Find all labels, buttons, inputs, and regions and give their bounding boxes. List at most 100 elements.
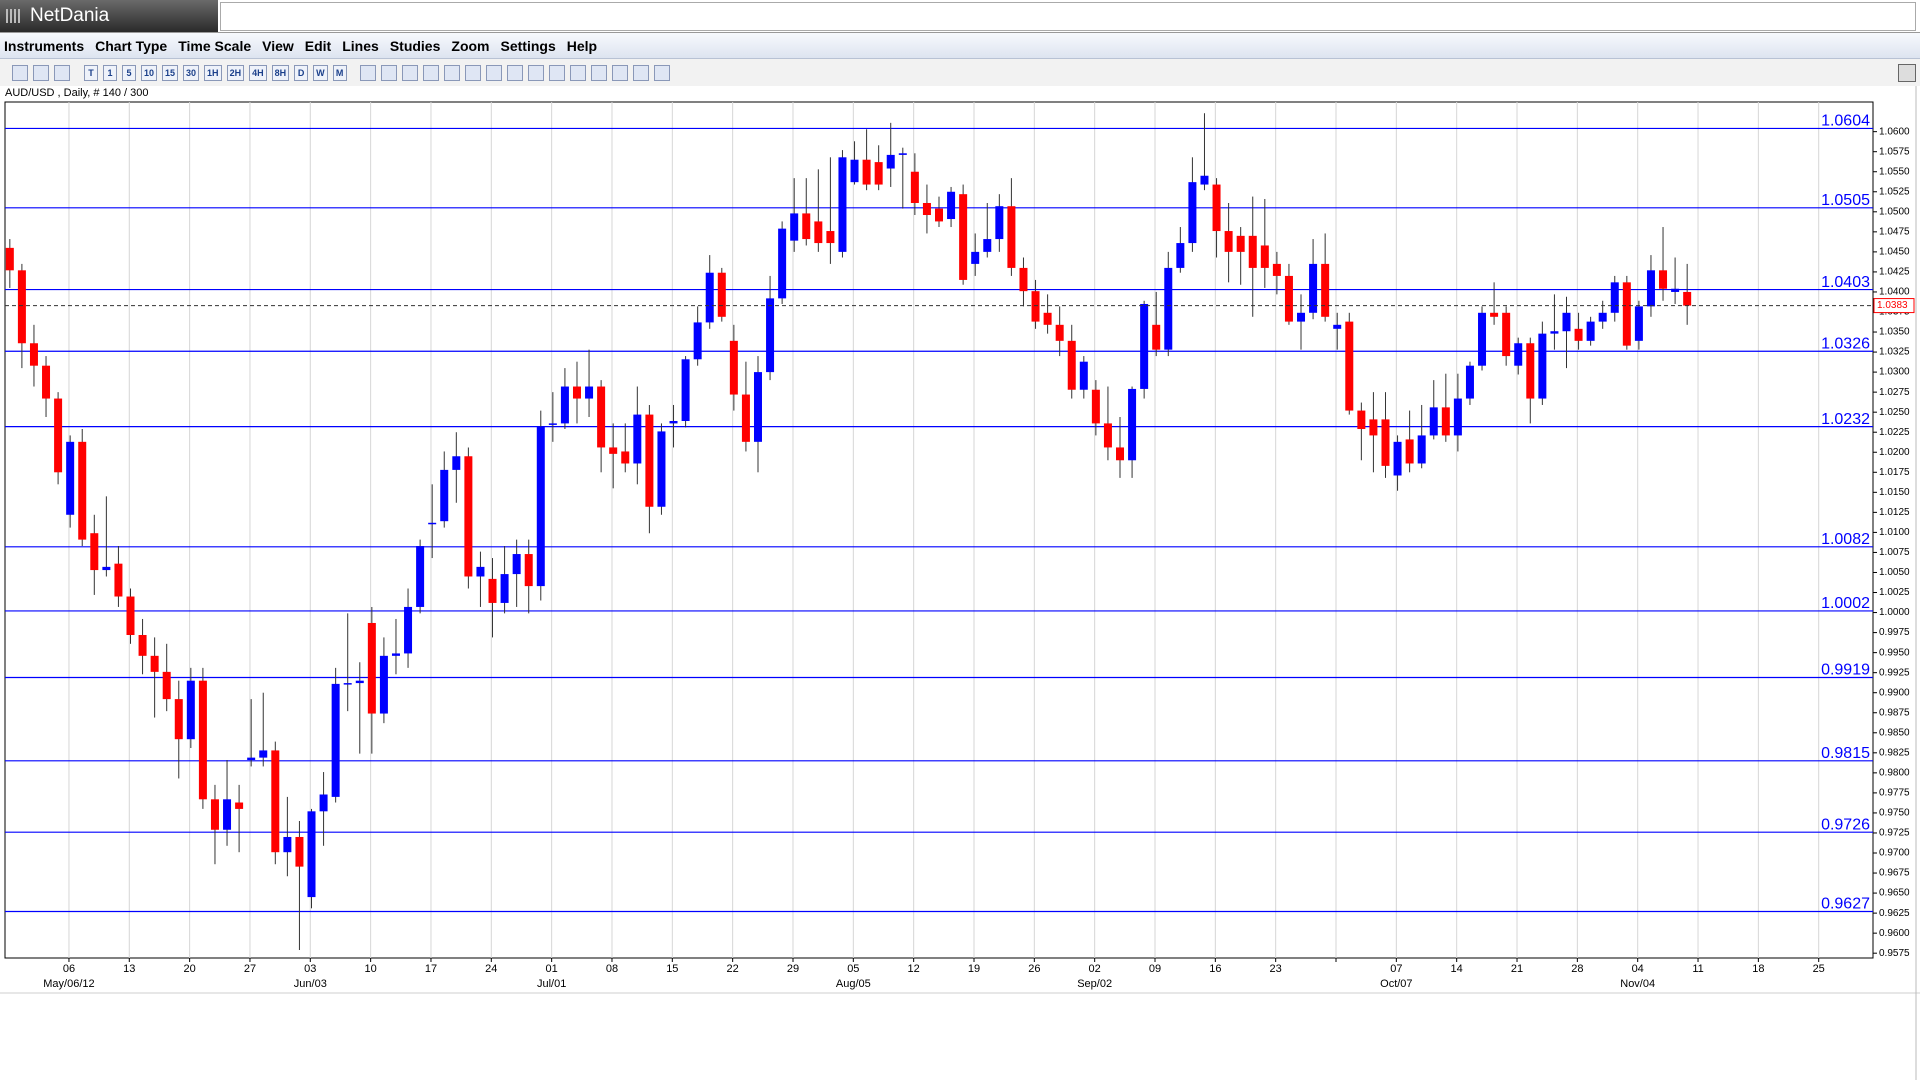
candle-body xyxy=(150,655,159,672)
timescale-button[interactable]: 1 xyxy=(103,64,117,81)
menu-item[interactable]: Settings xyxy=(500,37,556,54)
x-tick-label: 02 xyxy=(1089,963,1101,975)
toolbar-icon[interactable] xyxy=(359,64,376,81)
candle-body xyxy=(90,533,99,571)
menu-item[interactable]: Zoom xyxy=(451,37,490,54)
toolbar-icon[interactable] xyxy=(12,64,28,81)
candle-body xyxy=(488,578,497,603)
menu-item[interactable]: Chart Type xyxy=(95,37,168,54)
candle-body xyxy=(657,431,666,507)
app-icon xyxy=(6,9,22,23)
y-tick-label: 0.9700 xyxy=(1879,848,1910,859)
timescale-button[interactable]: 1H xyxy=(204,64,222,81)
timescale-button[interactable]: 8H xyxy=(271,64,290,81)
candle-body xyxy=(1478,312,1487,366)
candle-body xyxy=(343,683,352,685)
candle-body xyxy=(379,655,388,714)
candle-body xyxy=(42,365,51,399)
y-tick-label: 1.0550 xyxy=(1879,166,1910,177)
candle-body xyxy=(1236,235,1245,252)
timescale-button[interactable]: T xyxy=(84,64,98,81)
candle-body xyxy=(995,206,1004,240)
y-tick-label: 0.9650 xyxy=(1879,888,1910,899)
toolbar-icon[interactable] xyxy=(443,64,460,81)
toolbar-icon[interactable] xyxy=(506,64,523,81)
candle-body xyxy=(959,194,968,280)
toolbar-icon[interactable] xyxy=(380,64,397,81)
timescale-button[interactable]: 15 xyxy=(162,64,179,81)
candle-body xyxy=(947,191,956,220)
candle-body xyxy=(259,750,268,758)
toolbar-icon[interactable] xyxy=(611,64,628,81)
y-tick-label: 1.0075 xyxy=(1879,547,1910,558)
timescale-button[interactable]: 30 xyxy=(183,64,200,81)
timescale-button[interactable]: 10 xyxy=(141,64,158,81)
level-label: 1.0403 xyxy=(1821,274,1870,291)
timescale-button[interactable]: D xyxy=(294,64,309,81)
candle-body xyxy=(741,394,750,442)
candle-body xyxy=(1514,343,1523,366)
candle-body xyxy=(778,228,787,299)
level-label: 0.9726 xyxy=(1821,816,1870,833)
level-label: 1.0082 xyxy=(1821,531,1870,548)
candle-body xyxy=(271,750,280,853)
candle-body xyxy=(1538,333,1547,399)
toolbar-icon[interactable] xyxy=(422,64,439,81)
toolbar-icon[interactable] xyxy=(590,64,607,81)
timescale-button[interactable]: W xyxy=(313,64,328,81)
candle-body xyxy=(971,251,980,264)
toolbar-icon[interactable] xyxy=(485,64,502,81)
candle-body xyxy=(391,653,400,656)
x-tick-label: 24 xyxy=(485,963,497,975)
menu-item[interactable]: Time Scale xyxy=(178,37,252,54)
toolbar-icon[interactable] xyxy=(54,64,70,81)
candle-body xyxy=(1381,419,1390,466)
toolbar-icon[interactable] xyxy=(548,64,565,81)
x-tick-label: 13 xyxy=(123,963,135,975)
toolbar-icon[interactable] xyxy=(632,64,649,81)
candle-body xyxy=(1369,419,1378,436)
panel-button[interactable] xyxy=(1898,64,1916,82)
menu-item[interactable]: Lines xyxy=(342,37,379,54)
toolbar-icon[interactable] xyxy=(401,64,418,81)
timescale-button[interactable]: 2H xyxy=(226,64,245,81)
toolbar-icon[interactable] xyxy=(653,64,670,81)
x-tick-label: 05 xyxy=(847,963,859,975)
grid xyxy=(68,102,1820,958)
menu-item[interactable]: View xyxy=(262,37,294,54)
y-tick-label: 1.0100 xyxy=(1879,527,1910,538)
x-major-label: Oct/07 xyxy=(1380,978,1412,990)
y-tick-label: 0.9675 xyxy=(1879,868,1910,879)
title-field[interactable] xyxy=(220,2,1916,31)
x-major-label: Jun/03 xyxy=(294,978,327,990)
level-label: 1.0232 xyxy=(1821,411,1870,428)
toolbar-icon[interactable] xyxy=(569,64,586,81)
candle-body xyxy=(922,202,931,216)
candle-body xyxy=(572,386,581,399)
toolbar-icon[interactable] xyxy=(33,64,49,81)
y-tick-label: 1.0450 xyxy=(1879,247,1910,258)
candle-body xyxy=(802,213,811,240)
timescale-button[interactable]: M xyxy=(332,64,347,81)
toolbar-icon[interactable] xyxy=(527,64,544,81)
menu-item[interactable]: Instruments xyxy=(4,37,85,54)
candle-body xyxy=(319,794,328,812)
candle-body xyxy=(1683,291,1692,306)
menu-item[interactable]: Edit xyxy=(304,37,332,54)
candle-body xyxy=(1333,324,1342,329)
candle-body xyxy=(935,208,943,222)
y-tick-label: 0.9725 xyxy=(1879,828,1910,839)
timescale-button[interactable]: 5 xyxy=(122,64,136,81)
y-tick-label: 1.0425 xyxy=(1879,267,1910,278)
menu-item[interactable]: Studies xyxy=(389,37,441,54)
candle-body xyxy=(766,298,775,373)
menu-item[interactable]: Help xyxy=(566,37,598,54)
x-tick-label: 26 xyxy=(1028,963,1040,975)
toolbar-icon[interactable] xyxy=(464,64,481,81)
y-tick-label: 0.9925 xyxy=(1879,667,1910,678)
candle-body xyxy=(307,811,316,898)
timescale-button[interactable]: 4H xyxy=(249,64,267,81)
candle-body xyxy=(669,420,678,424)
candle-body xyxy=(1586,321,1595,341)
timescale-buttons: T 1 5 10 15 30 1H 2H 4H 8H D W M xyxy=(84,64,352,81)
